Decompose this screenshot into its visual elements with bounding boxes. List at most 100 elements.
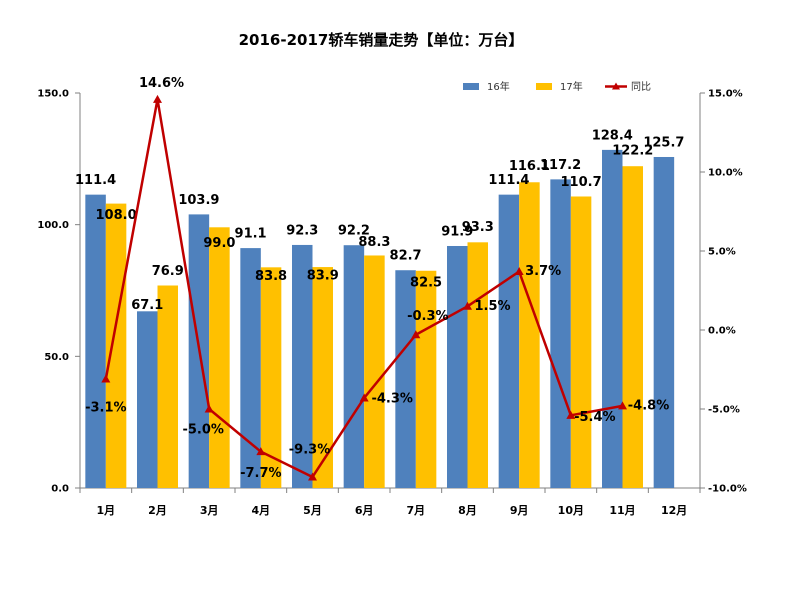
bar-value-label: 92.2	[338, 224, 370, 239]
yoy-marker-triangle	[618, 401, 627, 410]
left-axis-tick-label: 0.0	[51, 484, 69, 495]
bar-value-label: 93.3	[462, 220, 494, 235]
bar-series-1-7	[415, 270, 437, 488]
yoy-marker-triangle	[566, 410, 576, 419]
x-axis-category-label: 8月	[458, 504, 477, 517]
right-axis-tick-label: -5.0%	[708, 405, 740, 416]
bar-value-label: 88.3	[358, 235, 390, 250]
right-axis-tick-label: 15.0%	[708, 89, 743, 100]
x-axis-category-label: 7月	[407, 504, 426, 517]
yoy-marker-triangle	[101, 374, 111, 383]
bar-value-label: 122.2	[612, 144, 653, 159]
bars	[85, 149, 675, 489]
yoy-line-group	[101, 94, 627, 481]
legend-label-yoy: 同比	[631, 81, 651, 93]
bar-value-label: 91.9	[441, 224, 473, 239]
yoy-value-label: -4.8%	[628, 398, 669, 413]
left-axis-tick-label: 50.0	[44, 352, 69, 363]
bar-value-label: 76.9	[152, 264, 184, 279]
bar-series-0-10	[550, 179, 571, 488]
yoy-value-label: 3.7%	[525, 264, 561, 279]
bar-series-1-1	[105, 203, 127, 488]
yoy-marker-triangle	[204, 404, 214, 413]
bar-series-1-6	[364, 255, 385, 488]
bar-value-label: 82.5	[410, 275, 442, 290]
yoy-value-label: -0.3%	[407, 309, 448, 324]
bar-series-0-7	[395, 270, 416, 488]
x-axis-category-label: 3月	[200, 504, 219, 517]
yoy-marker-triangle	[463, 301, 472, 310]
bar-value-label: 128.4	[592, 128, 633, 143]
legend-swatch-2017	[536, 83, 552, 90]
bar-series-1-2	[157, 285, 178, 488]
bar-series-1-9	[519, 182, 540, 488]
bar-value-label: 82.7	[390, 249, 422, 264]
bar-series-1-3	[209, 227, 230, 489]
yoy-value-label: 1.5%	[474, 299, 510, 314]
bar-series-0-11	[602, 149, 623, 488]
legend-triangle-icon	[612, 82, 620, 90]
bar-series-0-5	[292, 244, 313, 488]
x-axis-category-label: 10月	[558, 504, 584, 517]
legend-label-2017: 17年	[560, 80, 583, 93]
yoy-value-label: -5.0%	[182, 423, 223, 438]
x-axis-category-label: 1月	[97, 504, 116, 517]
left-axis-tick-label: 150.0	[37, 89, 69, 100]
bar-series-1-4	[260, 267, 282, 488]
right-axis-tick-label: -10.0%	[708, 484, 747, 495]
bar-value-label: 117.2	[540, 158, 581, 173]
yoy-value-label: -7.7%	[240, 466, 281, 481]
legend-swatch-2016	[463, 83, 479, 90]
bar-value-label: 83.8	[255, 269, 287, 284]
bar-value-label: 83.9	[307, 269, 339, 284]
chart-title: 2016-2017轿车销量走势【单位：万台】	[239, 31, 524, 49]
x-axis-category-label: 9月	[510, 504, 529, 517]
yoy-value-label: -3.1%	[85, 400, 126, 415]
bar-series-1-10	[570, 196, 592, 489]
bar-series-0-8	[447, 245, 468, 488]
bar-series-1-5	[312, 267, 333, 488]
bar-series-0-4	[240, 248, 261, 488]
bar-series-1-11	[622, 166, 643, 488]
right-axis-tick-label: 5.0%	[708, 247, 736, 258]
yoy-marker-triangle	[359, 393, 369, 402]
bar-series-0-12	[653, 156, 675, 489]
yoy-marker-triangle	[411, 330, 421, 339]
yoy-value-label: -4.3%	[371, 391, 412, 406]
right-axis-tick-label: 0.0%	[708, 326, 736, 337]
bar-value-label: 92.3	[286, 223, 318, 238]
bar-value-label: 99.0	[203, 236, 235, 251]
axes: 0.0 50.0 100.0 150.0 -10.0% -5.0% 0.0% 5.0% 10.0…	[37, 89, 746, 518]
x-axis-category-label: 5月	[303, 504, 322, 517]
bar-series-0-9	[498, 194, 520, 488]
bar-value-label: 110.7	[561, 175, 602, 190]
bar-value-label: 91.1	[235, 227, 267, 242]
yoy-marker-triangle	[153, 94, 162, 103]
yoy-value-label: -5.4%	[574, 410, 615, 425]
bar-value-label: 116.1	[509, 159, 550, 174]
yoy-labels: -3.1% 14.6% -5.0% -7.7% -9.3% -4.3% -0.3% 1.5% 3…	[85, 76, 669, 481]
right-axis-tick-label: 10.0%	[708, 168, 743, 179]
bar-value-label: 125.7	[643, 135, 684, 150]
bar-value-label: 67.1	[131, 298, 163, 313]
x-axis-category-label: 12月	[661, 504, 687, 517]
bar-series-0-2	[137, 311, 158, 488]
legend: 16年 17年 同比	[463, 80, 651, 93]
legend-label-2016: 16年	[487, 80, 510, 93]
yoy-marker-triangle	[514, 267, 524, 276]
bar-series-1-8	[467, 242, 488, 488]
yoy-value-label: 14.6%	[139, 76, 184, 91]
yoy-marker-triangle	[308, 472, 317, 481]
bar-value-label: 108.0	[96, 208, 137, 223]
x-axis-category-label: 4月	[252, 504, 271, 517]
bar-value-label: 111.4	[488, 173, 529, 188]
x-axis-category-label: 2月	[148, 504, 167, 517]
bar-value-label: 111.4	[75, 173, 116, 188]
bar-series-0-1	[85, 194, 106, 488]
left-axis-tick-label: 100.0	[37, 220, 69, 231]
x-axis-category-label: 11月	[609, 504, 635, 517]
yoy-marker-triangle	[256, 447, 266, 456]
bar-value-label: 103.9	[178, 193, 219, 208]
